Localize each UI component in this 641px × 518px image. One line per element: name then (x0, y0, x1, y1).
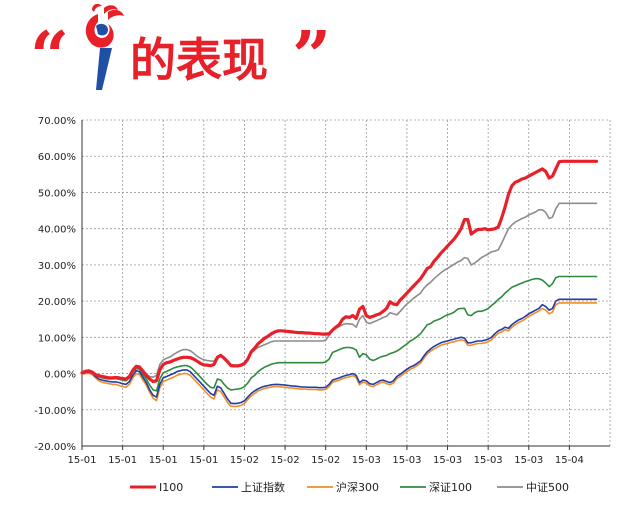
torch-logo-icon (85, 3, 124, 90)
x-tick-label: 15-01 (189, 455, 218, 466)
legend-label: 上证指数 (241, 480, 285, 494)
series-line-4 (81, 202, 598, 380)
x-tick-label: 15-02 (230, 455, 259, 466)
y-tick-label: 20.00% (38, 297, 76, 308)
x-tick-label: 15-03 (514, 455, 543, 466)
x-tick-label: 15-02 (271, 455, 300, 466)
page-title: 的表现 (130, 33, 268, 87)
legend-label: I100 (159, 481, 183, 494)
legend-label: 沪深300 (336, 480, 379, 494)
x-axis-ticks: 15-01 15-01 15-01 15-01 15-02 15-02 15-02 15-03… (67, 446, 584, 466)
y-tick-label: 60.00% (38, 152, 76, 163)
y-tick-label: 50.00% (38, 188, 76, 199)
grid (82, 119, 611, 446)
x-tick-label: 15-02 (311, 455, 340, 466)
series-line-1 (81, 298, 598, 405)
y-axis-ticks: 70.00% 60.00% 50.00% 40.00% 30.00% 20.00% 10.0… (34, 116, 76, 453)
open-quote: “ (30, 17, 69, 97)
x-tick-label: 15-03 (352, 455, 381, 466)
x-tick-label: 15-03 (433, 455, 462, 466)
legend-label: 中证500 (526, 481, 569, 494)
series-line-3 (81, 275, 598, 392)
y-tick-label: 70.00% (38, 116, 76, 127)
x-tick-label: 15-01 (108, 455, 137, 466)
x-tick-label: 15-03 (392, 455, 421, 466)
header-banner: “ 的表现 ” (30, 3, 331, 97)
series-lines (80, 159, 599, 408)
y-tick-label: 40.00% (38, 225, 76, 236)
y-tick-label: -20.00% (34, 442, 76, 453)
x-tick-label: 15-03 (474, 455, 503, 466)
x-tick-label: 15-04 (555, 455, 584, 466)
x-tick-label: 15-01 (67, 455, 96, 466)
axes (81, 120, 610, 447)
x-tick-label: 15-01 (149, 455, 178, 466)
y-tick-label: 30.00% (38, 261, 76, 272)
legend-label: 深证100 (429, 481, 472, 494)
y-tick-label: 10.00% (38, 333, 76, 344)
y-tick-label: 0.00% (44, 370, 76, 381)
legend: I100 上证指数 沪深300 深证100 中证500 (130, 480, 569, 494)
series-line-0 (80, 159, 599, 384)
series-line-2 (81, 302, 598, 408)
y-tick-label: -10.00% (34, 406, 76, 417)
close-quote: ” (292, 17, 331, 97)
